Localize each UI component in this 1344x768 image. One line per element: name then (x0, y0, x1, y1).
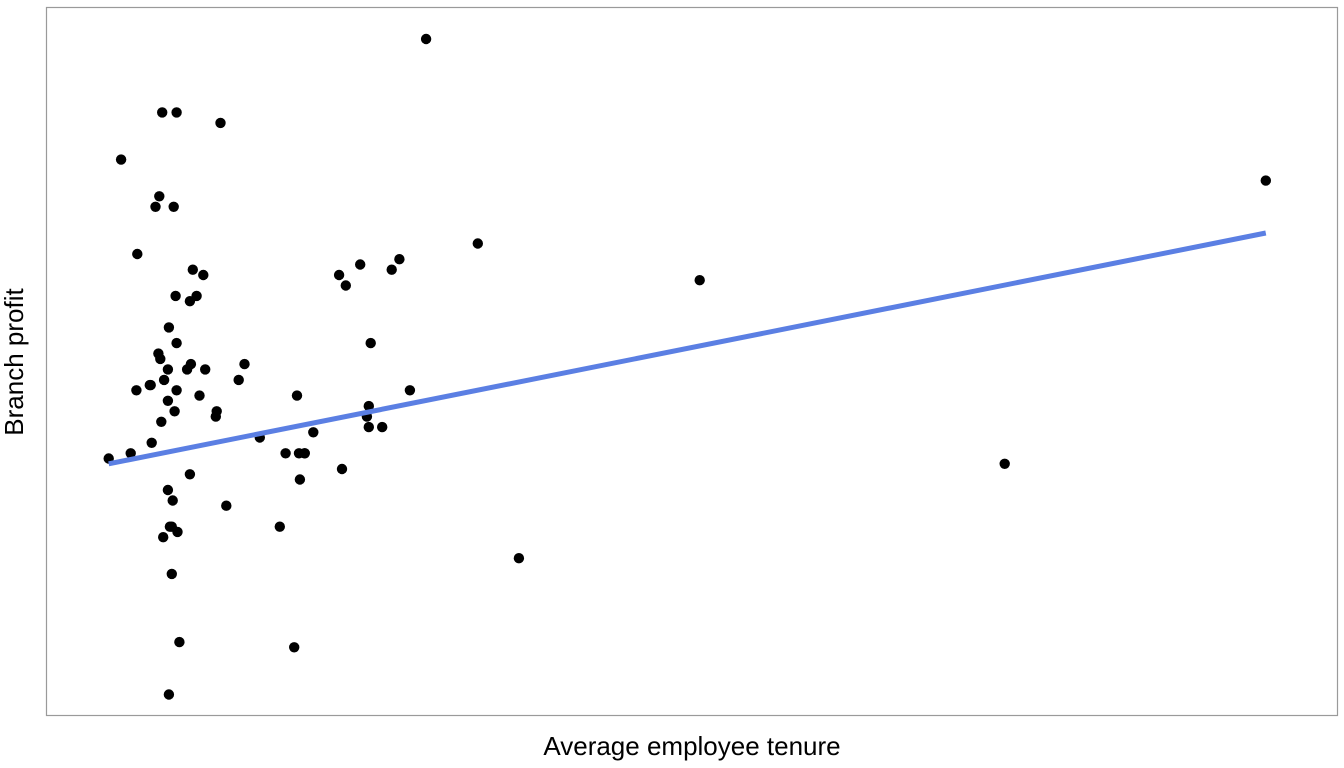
data-point (153, 348, 164, 359)
data-point (420, 33, 432, 45)
data-point (171, 385, 182, 396)
trend-line-layer (108, 230, 1267, 467)
data-point (170, 290, 181, 302)
data-point (157, 107, 168, 118)
plot-frame (45, 6, 1339, 717)
data-point (194, 390, 205, 401)
x-axis-title: Average employee tenure (543, 731, 840, 761)
data-point (999, 458, 1010, 469)
data-point (333, 269, 345, 281)
data-point (167, 495, 178, 506)
data-point (163, 689, 175, 700)
data-point (404, 385, 416, 396)
data-point (168, 201, 179, 212)
data-point (386, 264, 397, 275)
data-point (274, 521, 285, 532)
data-point (125, 448, 136, 459)
data-point (215, 117, 226, 129)
data-point (166, 568, 177, 580)
data-point (377, 421, 388, 433)
data-point (162, 484, 174, 496)
data-point (513, 553, 525, 564)
data-point (291, 390, 303, 401)
data-point (221, 500, 232, 511)
data-point (115, 154, 127, 165)
data-point (146, 437, 157, 448)
data-point (1260, 175, 1272, 186)
data-point (132, 248, 143, 260)
data-point (472, 238, 483, 249)
data-point (394, 254, 405, 265)
data-point (185, 358, 197, 370)
data-point (158, 532, 169, 543)
data-point (131, 385, 142, 396)
data-point (210, 411, 221, 422)
data-point (158, 374, 170, 386)
data-point (162, 364, 174, 375)
data-point (340, 280, 351, 291)
data-point (200, 364, 211, 375)
data-point (154, 191, 165, 202)
data-point (308, 427, 319, 438)
data-point (172, 526, 183, 538)
data-point (145, 379, 156, 391)
data-point (156, 416, 167, 427)
data-point (174, 636, 185, 648)
data-point (164, 521, 176, 532)
data-point (169, 406, 180, 417)
data-point (293, 448, 305, 459)
data-point (289, 642, 300, 653)
trend-line (108, 230, 1267, 467)
data-point (365, 337, 376, 349)
data-point (150, 201, 161, 212)
data-point (233, 374, 244, 386)
data-point (280, 448, 291, 459)
data-point (187, 264, 198, 275)
data-point (162, 395, 174, 406)
data-point (184, 469, 196, 480)
data-point (363, 421, 374, 433)
data-point (294, 474, 306, 485)
data-point (239, 358, 250, 370)
data-point (355, 259, 366, 270)
data-point (336, 463, 348, 475)
data-point (171, 337, 182, 349)
data-point (363, 400, 374, 412)
data-point (694, 275, 705, 286)
data-points (103, 33, 1272, 700)
data-point (163, 322, 175, 333)
data-point (184, 296, 196, 307)
y-axis-title: Branch profit (0, 288, 29, 436)
data-point (198, 269, 209, 281)
data-point (171, 107, 182, 118)
